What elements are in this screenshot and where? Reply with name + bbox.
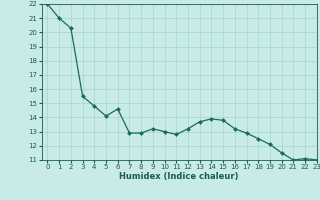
X-axis label: Humidex (Indice chaleur): Humidex (Indice chaleur) xyxy=(119,172,239,181)
